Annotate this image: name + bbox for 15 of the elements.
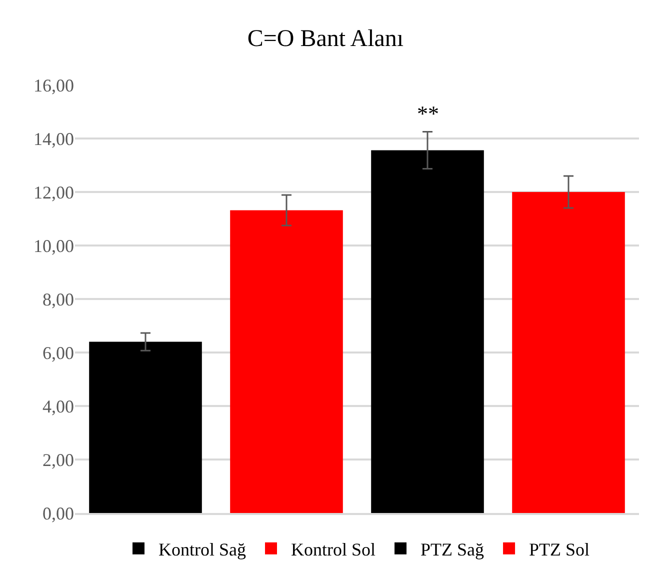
- legend-label: Kontrol Sol: [291, 539, 376, 560]
- chart-title: C=O Bant Alanı: [247, 26, 404, 52]
- y-tick-label: 14,00: [34, 128, 74, 149]
- y-tick-label: 4,00: [42, 396, 74, 416]
- y-tick-label: 12,00: [34, 182, 74, 202]
- y-tick-label: 2,00: [42, 450, 74, 470]
- legend-label: PTZ Sol: [529, 539, 590, 560]
- y-tick-label: 0,00: [42, 503, 74, 524]
- y-tick-label: 6,00: [42, 342, 74, 363]
- legend-label: Kontrol Sağ: [158, 539, 246, 560]
- y-tick-label: 10,00: [34, 236, 74, 256]
- y-tick-label: 8,00: [42, 289, 74, 310]
- legend-label: PTZ Sağ: [420, 539, 484, 560]
- y-tick-label: 16,00: [34, 75, 74, 96]
- annotation: **: [417, 101, 439, 126]
